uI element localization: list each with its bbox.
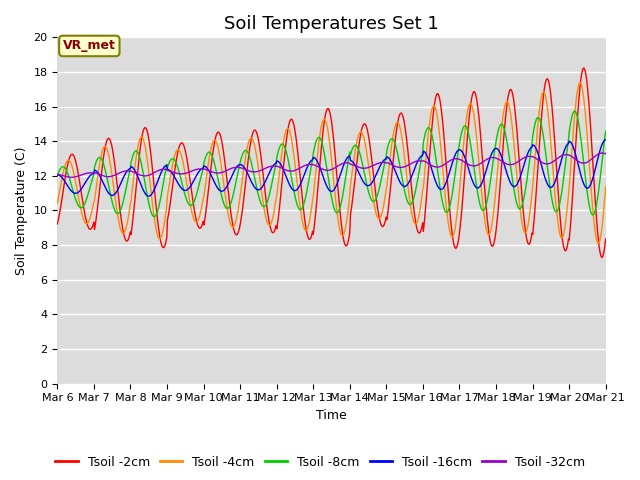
Tsoil -4cm — [246, 136, 253, 142]
Tsoil -2cm — [54, 221, 61, 227]
Tsoil -8cm — [602, 128, 609, 134]
Tsoil -8cm — [571, 108, 579, 114]
Tsoil -4cm — [267, 222, 275, 228]
Tsoil -2cm — [219, 143, 227, 148]
Tsoil -32cm — [54, 171, 61, 177]
Tsoil -32cm — [220, 169, 227, 175]
Tsoil -32cm — [602, 151, 609, 156]
Tsoil -16cm — [220, 188, 227, 194]
Tsoil -8cm — [54, 173, 61, 179]
Tsoil -4cm — [388, 140, 396, 146]
Tsoil -32cm — [420, 158, 428, 164]
Y-axis label: Soil Temperature (C): Soil Temperature (C) — [15, 146, 28, 275]
Tsoil -16cm — [54, 172, 61, 178]
Title: Soil Temperatures Set 1: Soil Temperatures Set 1 — [224, 15, 439, 33]
Tsoil -4cm — [54, 200, 61, 206]
Tsoil -16cm — [602, 137, 609, 143]
Line: Tsoil -16cm: Tsoil -16cm — [58, 140, 605, 196]
Tsoil -16cm — [118, 179, 125, 184]
Tsoil -2cm — [388, 170, 396, 176]
X-axis label: Time: Time — [316, 409, 347, 422]
Line: Tsoil -2cm: Tsoil -2cm — [58, 68, 605, 257]
Tsoil -8cm — [118, 204, 125, 210]
Tsoil -8cm — [388, 136, 396, 142]
Tsoil -8cm — [246, 156, 254, 162]
Tsoil -2cm — [267, 225, 275, 230]
Tsoil -4cm — [576, 80, 584, 85]
Line: Tsoil -8cm: Tsoil -8cm — [58, 111, 605, 216]
Line: Tsoil -4cm: Tsoil -4cm — [58, 83, 605, 243]
Tsoil -2cm — [419, 220, 426, 226]
Legend: Tsoil -2cm, Tsoil -4cm, Tsoil -8cm, Tsoil -16cm, Tsoil -32cm: Tsoil -2cm, Tsoil -4cm, Tsoil -8cm, Tsoi… — [50, 451, 590, 474]
Tsoil -4cm — [602, 184, 609, 190]
Tsoil -8cm — [150, 214, 157, 219]
Line: Tsoil -32cm: Tsoil -32cm — [58, 153, 605, 177]
Tsoil -32cm — [388, 162, 396, 168]
Tsoil -2cm — [580, 65, 588, 71]
Tsoil -4cm — [118, 229, 125, 235]
Tsoil -4cm — [595, 240, 602, 246]
Tsoil -32cm — [118, 169, 126, 175]
Tsoil -32cm — [246, 168, 254, 174]
Tsoil -32cm — [598, 150, 606, 156]
Tsoil -16cm — [268, 166, 275, 172]
Tsoil -8cm — [268, 184, 275, 190]
Tsoil -4cm — [219, 172, 227, 178]
Tsoil -8cm — [420, 140, 428, 145]
Tsoil -4cm — [419, 187, 426, 193]
Tsoil -32cm — [268, 163, 275, 169]
Tsoil -16cm — [420, 148, 428, 154]
Tsoil -8cm — [220, 199, 227, 204]
Text: VR_met: VR_met — [63, 39, 116, 52]
Tsoil -16cm — [246, 177, 254, 182]
Tsoil -32cm — [68, 174, 76, 180]
Tsoil -2cm — [246, 146, 253, 152]
Tsoil -2cm — [602, 236, 609, 242]
Tsoil -16cm — [145, 193, 153, 199]
Tsoil -16cm — [388, 162, 396, 168]
Tsoil -2cm — [598, 254, 606, 260]
Tsoil -2cm — [118, 220, 125, 226]
